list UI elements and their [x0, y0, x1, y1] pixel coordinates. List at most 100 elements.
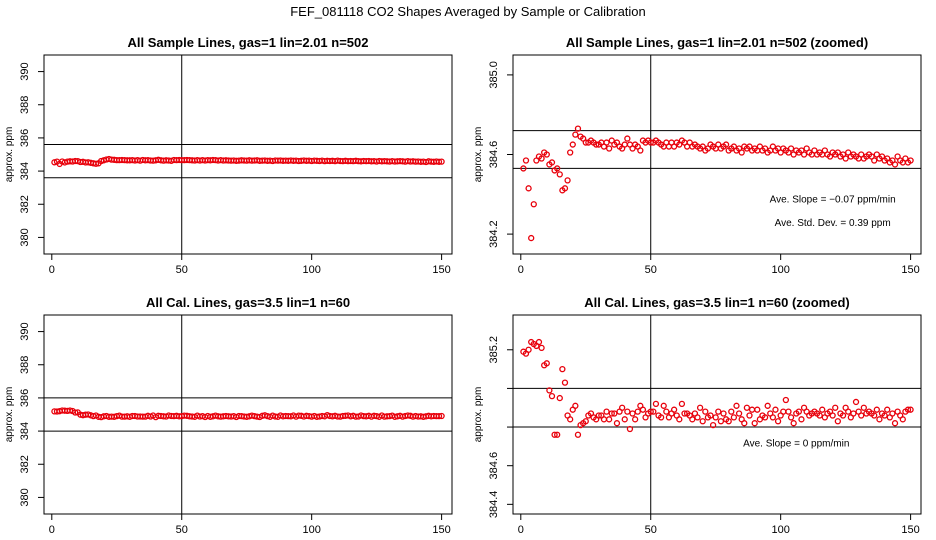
data-point: [603, 139, 610, 146]
data-point: [530, 201, 537, 208]
data-point: [728, 408, 735, 415]
data-point: [876, 416, 883, 423]
data-point: [435, 158, 443, 165]
data-point: [525, 185, 532, 192]
data-point: [712, 414, 719, 421]
data-point: [634, 408, 641, 415]
data-point: [522, 157, 530, 164]
data-point: [891, 420, 899, 427]
data-point: [574, 125, 582, 132]
data-point: [772, 406, 779, 413]
x-tick-label: 50: [176, 524, 188, 536]
data-point: [852, 398, 860, 406]
data-point: [873, 406, 880, 413]
data-point: [600, 416, 608, 423]
data-point: [884, 406, 891, 413]
panel-title: All Sample Lines, gas=1 lin=2.01 n=502: [128, 35, 369, 50]
y-tick-label: 386: [19, 129, 31, 147]
data-point: [780, 408, 787, 415]
data-point: [816, 412, 823, 419]
x-tick-label: 100: [302, 524, 320, 536]
data-point: [629, 410, 636, 417]
data-point: [621, 416, 628, 423]
data-point: [735, 410, 743, 417]
data-point: [51, 159, 58, 166]
data-point: [624, 135, 631, 142]
data-point: [606, 416, 613, 423]
data-point: [790, 420, 797, 427]
panel-cal-lines-zoomed: All Cal. Lines, gas=3.5 lin=1 n=60 (zoom…: [473, 295, 922, 536]
x-tick-label: 0: [518, 264, 524, 276]
data-point: [657, 414, 665, 421]
panel-sample-lines: All Sample Lines, gas=1 lin=2.01 n=502 0 5…: [4, 35, 453, 276]
data-point: [694, 414, 701, 421]
data-point: [741, 420, 748, 427]
y-tick-label: 384: [19, 162, 31, 180]
data-point: [733, 402, 740, 409]
y-tick-label: 388: [19, 96, 31, 114]
y-tick-label: 384.6: [488, 452, 500, 480]
data-point: [670, 406, 678, 413]
data-point: [528, 234, 535, 242]
data-point: [618, 404, 626, 411]
data-point: [551, 431, 558, 438]
data-point: [660, 402, 667, 409]
data-point: [725, 418, 732, 425]
data-point: [567, 149, 574, 156]
data-point: [572, 402, 579, 409]
data-point: [72, 409, 79, 416]
data-point: [438, 158, 445, 165]
data-point: [764, 402, 771, 409]
data-point: [751, 420, 758, 427]
data-point: [626, 425, 634, 433]
data-point: [66, 407, 74, 414]
plot-frame: [43, 54, 453, 255]
data-point: [435, 413, 443, 420]
y-tick-label: 385.2: [488, 336, 500, 364]
x-tick-label: 0: [49, 264, 55, 276]
data-point: [722, 141, 730, 148]
data-point: [738, 149, 745, 156]
data-point: [543, 151, 550, 158]
data-point: [548, 392, 556, 400]
data-point: [564, 177, 571, 184]
data-point: [593, 141, 600, 148]
data-point: [850, 410, 857, 417]
data-point: [696, 404, 704, 411]
data-point: [800, 151, 808, 158]
y-axis-label: approx. ppm: [4, 387, 15, 443]
data-point: [785, 408, 792, 415]
data-point: [743, 404, 751, 411]
data-point: [582, 418, 589, 425]
data-point: [798, 416, 805, 423]
data-point: [871, 157, 878, 164]
data-point: [650, 408, 657, 415]
data-point: [538, 344, 545, 351]
data-point: [881, 412, 888, 419]
x-tick-label: 50: [645, 524, 657, 536]
y-tick-label: 382: [19, 195, 31, 213]
data-point: [621, 141, 628, 148]
panel-title: All Cal. Lines, gas=3.5 lin=1 n=60: [146, 295, 350, 310]
y-tick-label: 382: [19, 455, 31, 473]
data-point: [567, 416, 574, 423]
y-tick-label: 385.0: [488, 61, 500, 89]
data-point: [603, 408, 610, 415]
data-point: [907, 157, 914, 164]
y-axis-label: approx. ppm: [473, 127, 484, 183]
data-point: [569, 141, 576, 148]
data-point: [574, 431, 582, 438]
y-tick-label: 390: [19, 322, 31, 340]
data-point: [613, 420, 621, 427]
data-point: [606, 145, 613, 152]
data-point: [572, 131, 579, 138]
data-point: [754, 406, 761, 413]
data-point: [746, 412, 753, 419]
data-point: [637, 147, 644, 154]
panel-title: All Sample Lines, gas=1 lin=2.01 n=502 (…: [566, 35, 868, 50]
data-point: [582, 139, 589, 146]
data-point: [652, 400, 660, 408]
data-point: [904, 406, 912, 413]
x-tick-label: 0: [49, 524, 55, 536]
y-tick-label: 384.2: [488, 220, 500, 248]
